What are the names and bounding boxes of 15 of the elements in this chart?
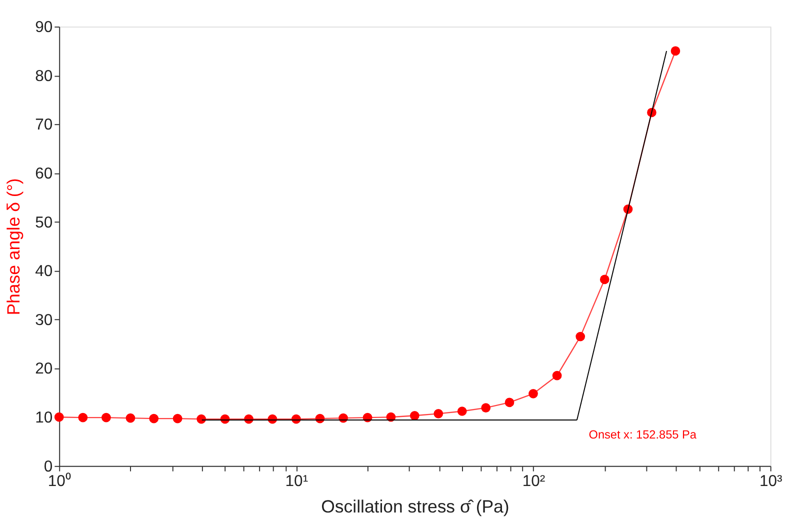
y-tick-label: 40 <box>35 263 53 280</box>
y-tick-label: 10 <box>35 410 53 427</box>
y-tick-label: 30 <box>35 312 53 329</box>
x-tick-label: 10³ <box>759 473 782 490</box>
y-tick-label: 90 <box>35 18 53 36</box>
y-axis-title: Phase angle δ (°) <box>3 178 24 316</box>
y-tick-label: 60 <box>35 165 53 182</box>
x-tick-label: 10¹ <box>285 473 308 490</box>
y-tick-label: 20 <box>35 360 53 378</box>
y-tick-label: 70 <box>35 116 53 134</box>
y-tick-label: 50 <box>35 214 53 232</box>
y-tick-label: 80 <box>35 68 53 85</box>
annotation: Onset x: 152.855 Pa <box>588 428 697 442</box>
x-axis-title: Oscillation stress σ̂ (Pa) <box>321 496 510 517</box>
x-tick-label: 10² <box>522 473 546 490</box>
